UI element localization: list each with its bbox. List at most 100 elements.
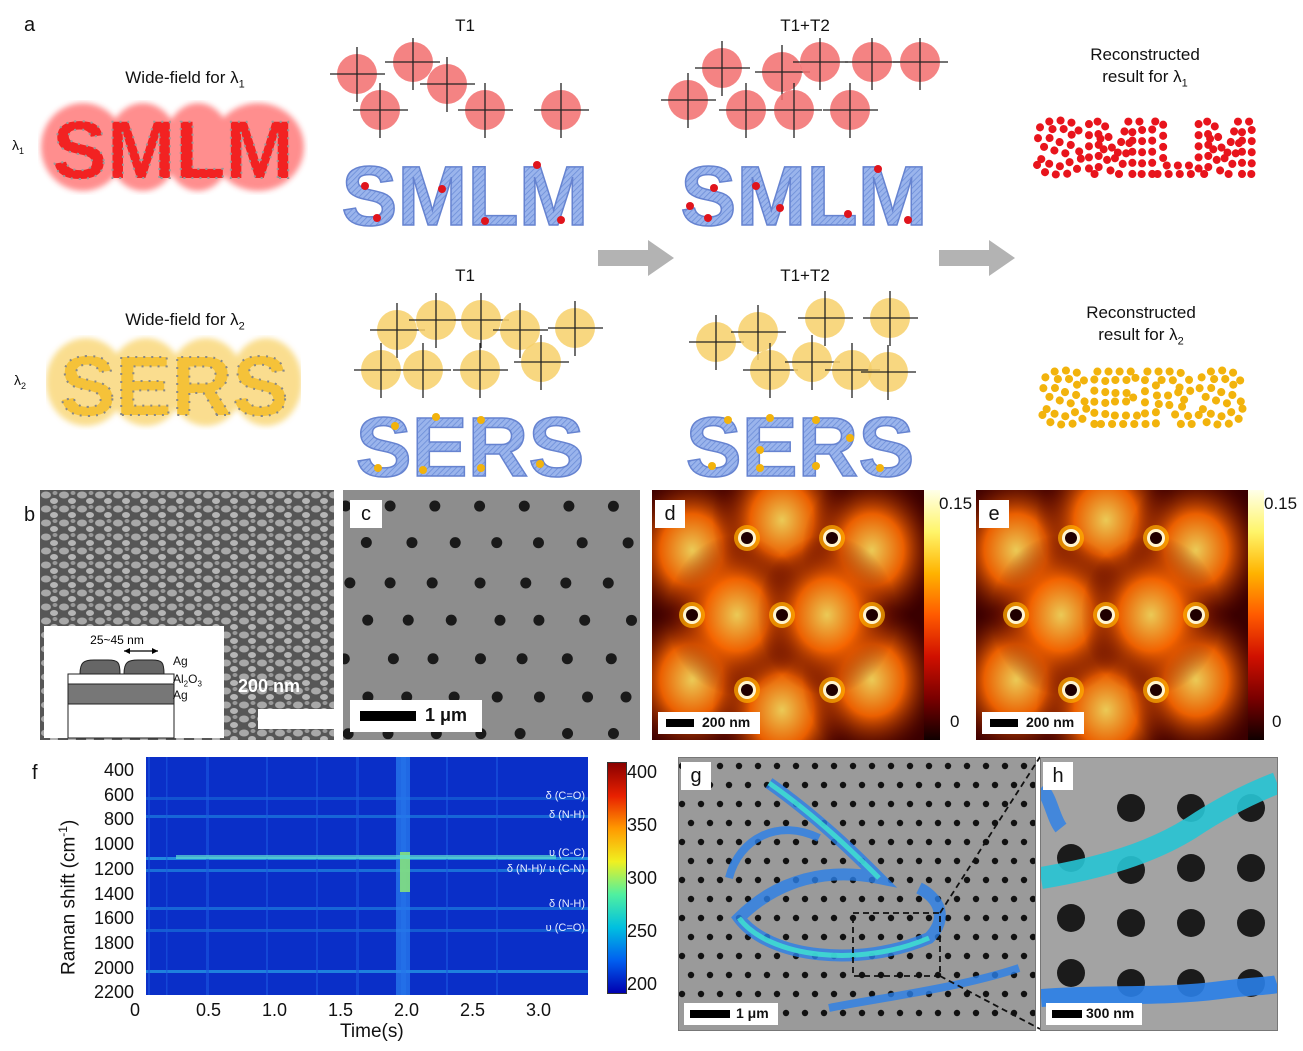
pore: [991, 895, 999, 903]
pore: [944, 990, 952, 998]
pore: [849, 990, 857, 998]
pore: [725, 781, 733, 789]
hole: [474, 653, 486, 665]
hole: [387, 653, 399, 665]
f-ytick: 1600: [93, 908, 134, 929]
f-ctick: 300: [627, 868, 658, 888]
pore: [735, 876, 743, 884]
f-annotations: δ (C=O) δ (N-H) υ (C-C) δ (N-H)/ υ (C-N) δ (…: [430, 790, 585, 940]
pore: [1029, 819, 1035, 827]
pore: [915, 819, 923, 827]
pore: [944, 914, 952, 922]
scale-text-c: 1 μm: [425, 705, 468, 725]
arrow-2-icon: [937, 238, 1017, 283]
scalebar-d: 200 nm: [658, 712, 760, 734]
f-ytick: 400: [103, 760, 134, 780]
pore: [934, 1009, 942, 1017]
recon1-title: Reconstructed result for λ1: [1090, 45, 1200, 90]
pore: [839, 819, 847, 827]
pore-zoom: [1177, 909, 1205, 937]
pore: [1001, 990, 1009, 998]
f-colorbar: [607, 762, 627, 994]
pore: [1020, 800, 1028, 808]
pore: [687, 895, 695, 903]
pore: [801, 971, 809, 979]
pore: [963, 952, 971, 960]
sers-t12-frame: SERS: [680, 290, 930, 495]
hole: [579, 614, 591, 626]
colorbar-e: [1248, 490, 1264, 740]
f-band-annotation: δ (C=O): [545, 790, 585, 802]
pore: [744, 781, 752, 789]
emitters-yellow-accum: [689, 291, 918, 400]
pore: [687, 857, 695, 865]
pore: [697, 990, 705, 998]
hole: [602, 577, 614, 589]
pore: [725, 971, 733, 979]
scalebar-b: [258, 709, 348, 729]
hole: [514, 728, 526, 740]
hole: [449, 537, 461, 549]
pore: [1020, 990, 1028, 998]
f-ctick: 400: [627, 762, 658, 782]
hole: [605, 653, 617, 665]
colorbar-e-min: 0: [1272, 712, 1282, 731]
pore: [697, 838, 705, 846]
recon1-image: SMLM: [1015, 102, 1275, 195]
gap-dimension: 25~45 nm: [90, 633, 144, 647]
pore: [811, 762, 819, 770]
f-ytick: 2200: [93, 982, 134, 1003]
panel-b-label: b: [24, 504, 36, 526]
hole: [401, 691, 413, 703]
pore: [944, 952, 952, 960]
panel-d-label: d: [655, 500, 685, 528]
pore: [820, 895, 828, 903]
scalebar-h: 300 nm: [1046, 1003, 1142, 1025]
pore: [925, 876, 933, 884]
pore: [773, 952, 781, 960]
hole: [533, 614, 545, 626]
sers-t1-frame: SERS: [345, 290, 615, 495]
pore: [725, 895, 733, 903]
pore: [982, 800, 990, 808]
hole: [491, 537, 503, 549]
panel-a-label: a: [24, 14, 36, 36]
pore-zoom: [1177, 854, 1205, 882]
f-xtick: 2.5: [460, 1000, 486, 1020]
pore: [839, 895, 847, 903]
pore: [773, 990, 781, 998]
hole: [339, 500, 351, 512]
pore: [1029, 781, 1035, 789]
pore: [877, 857, 885, 865]
pore: [877, 971, 885, 979]
hole: [576, 537, 588, 549]
hole: [533, 691, 545, 703]
pore: [963, 800, 971, 808]
pore: [725, 819, 733, 827]
pore: [963, 876, 971, 884]
pore: [896, 971, 904, 979]
hole: [402, 614, 414, 626]
pore: [1020, 952, 1028, 960]
pore: [915, 971, 923, 979]
smlm-blur-text: SMLM: [52, 105, 293, 195]
widefield-lambda1-image: SMLM SMLM: [38, 100, 308, 197]
pore: [887, 838, 895, 846]
pore: [925, 838, 933, 846]
f-colorbar-ticks: 400 350 300 250 200: [627, 762, 667, 1002]
pore: [925, 762, 933, 770]
pore: [877, 1009, 885, 1017]
pore: [953, 971, 961, 979]
panel-h-zoom-image: [1040, 757, 1278, 1031]
pore: [1029, 933, 1035, 941]
hole: [362, 691, 374, 703]
smlm-t12-frame: SMLM: [660, 35, 950, 244]
panel-f-label: f: [32, 762, 38, 784]
f-xtick: 1.0: [262, 1000, 288, 1020]
pore: [754, 952, 762, 960]
t12-title-bottom: T1+T2: [780, 266, 830, 285]
pore: [1020, 914, 1028, 922]
pore: [963, 762, 971, 770]
pore: [839, 781, 847, 789]
pore: [754, 800, 762, 808]
